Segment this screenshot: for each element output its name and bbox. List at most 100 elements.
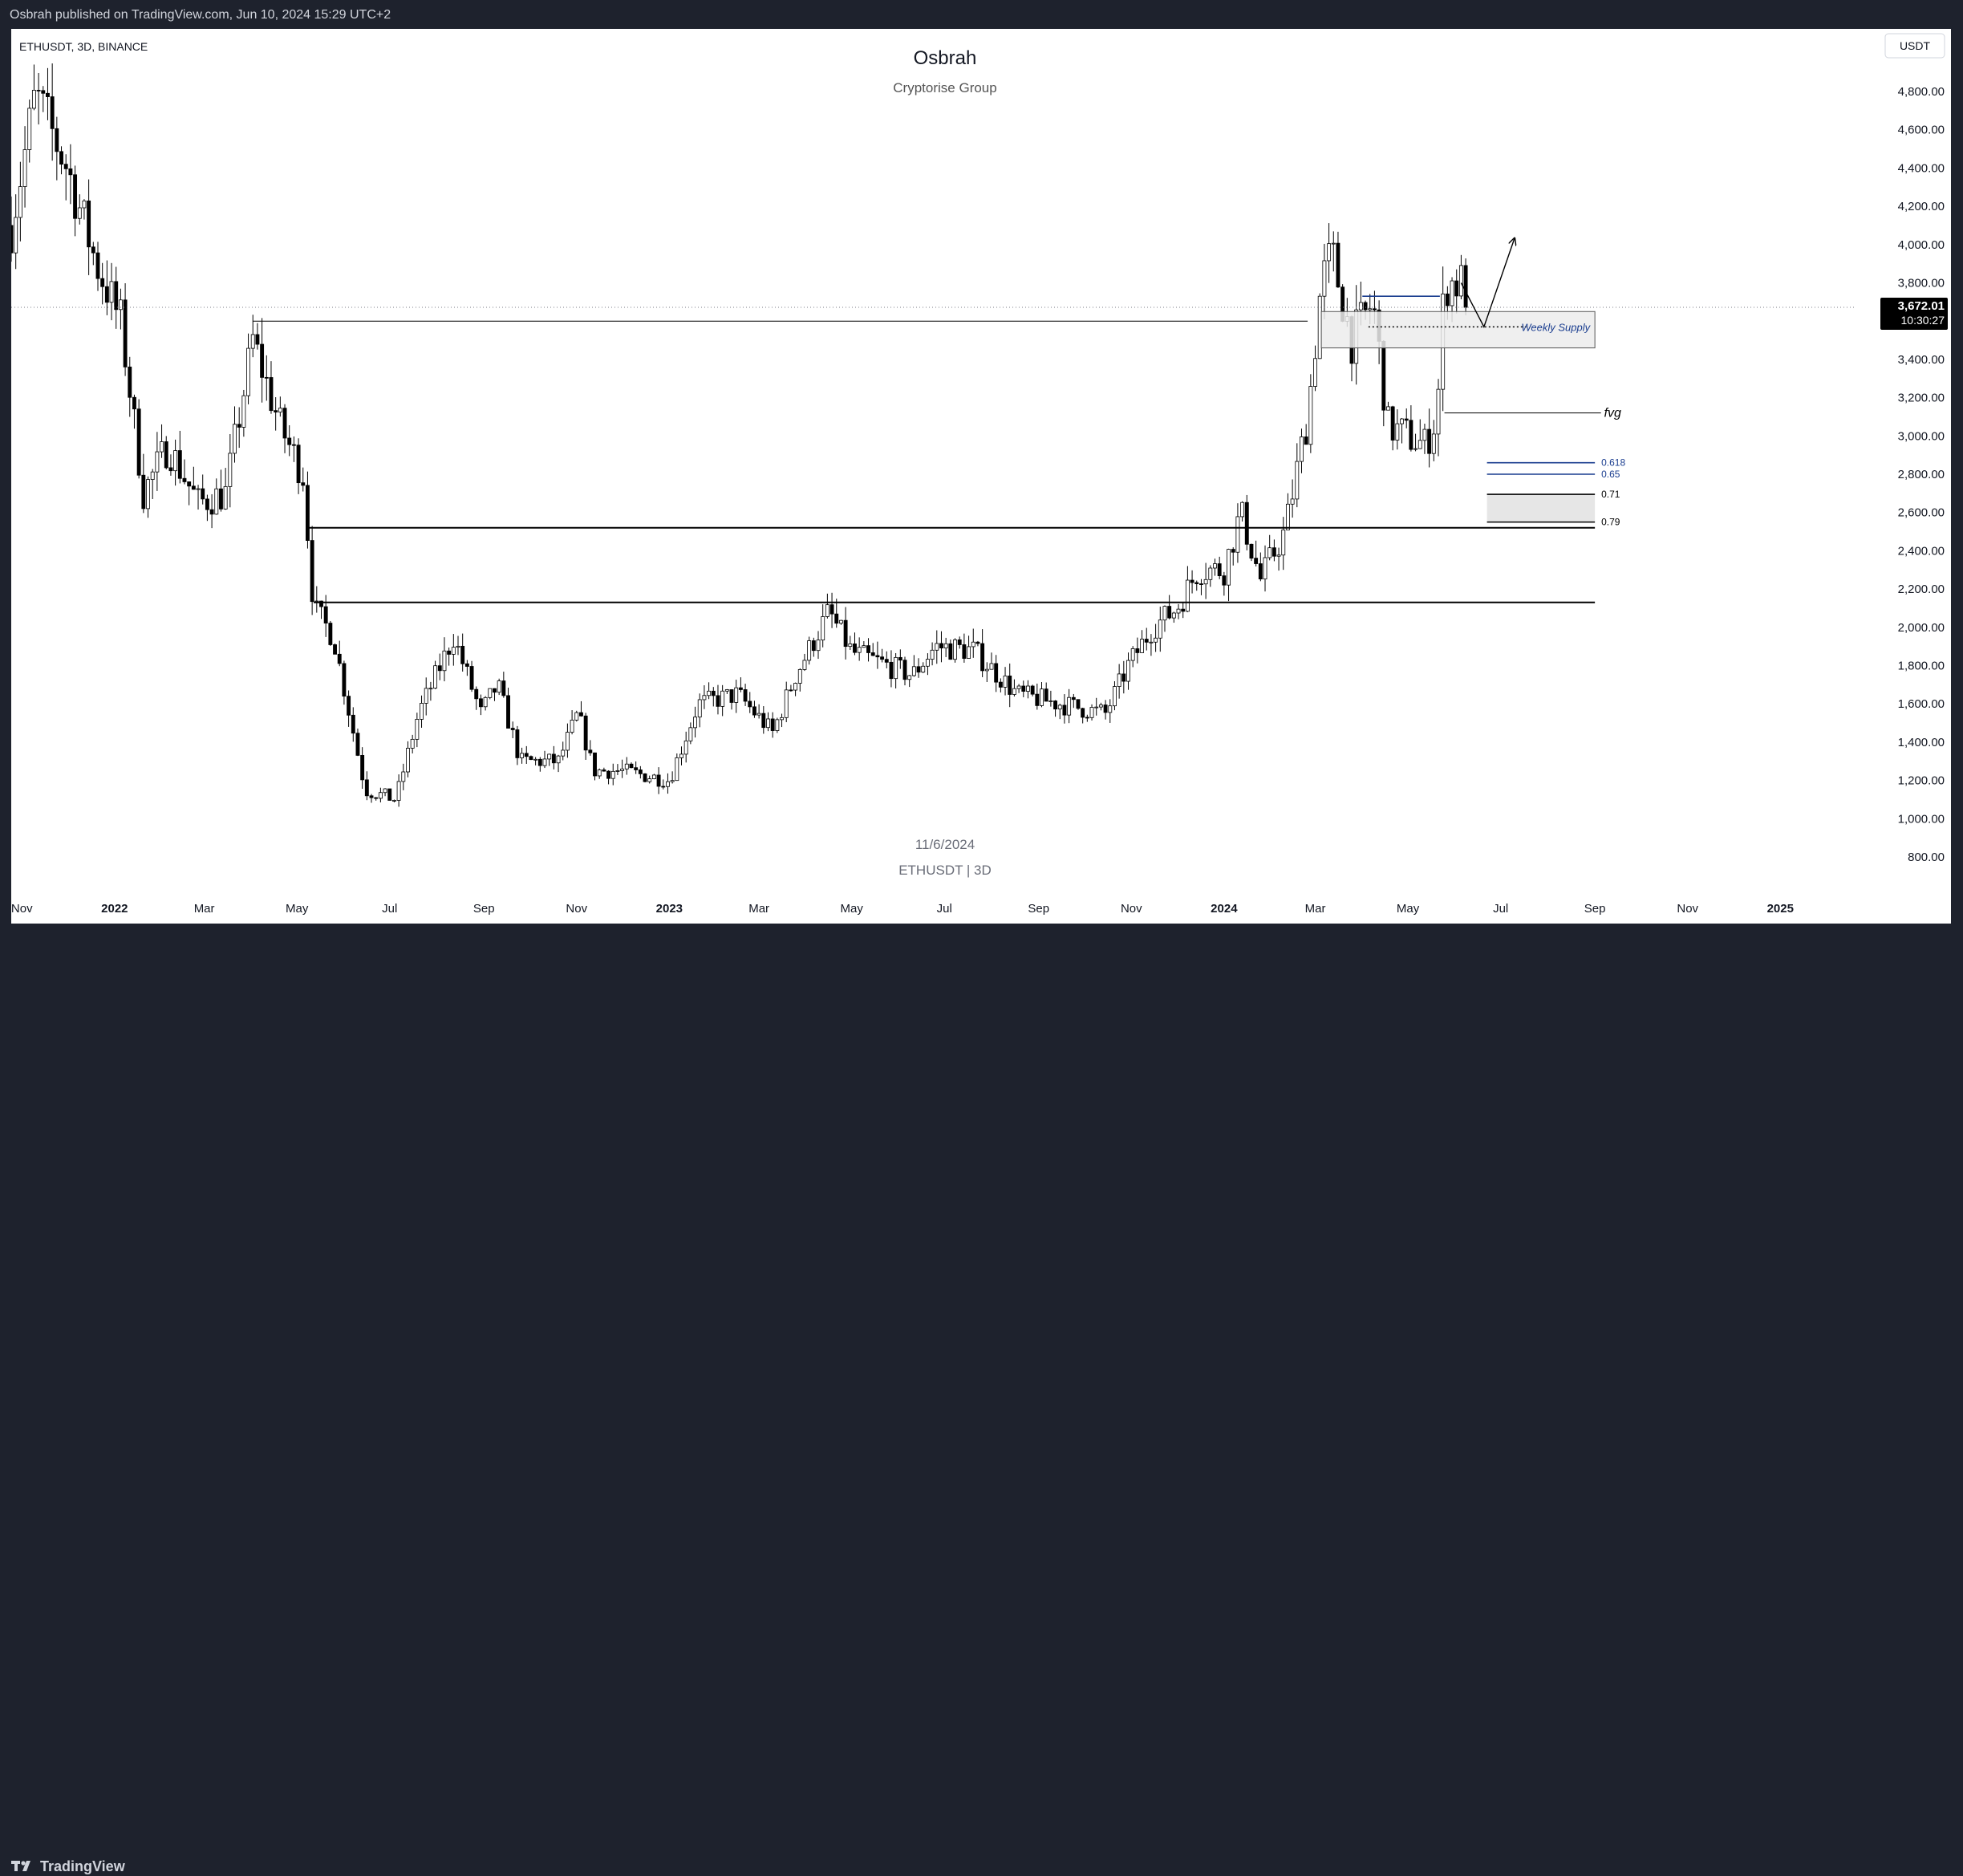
price-tick-label: 2,800.00 bbox=[1898, 468, 1945, 481]
time-tick-label: Jul bbox=[937, 902, 952, 916]
candle-body bbox=[683, 740, 688, 755]
candle-body bbox=[679, 753, 683, 758]
candle-body bbox=[811, 640, 816, 652]
candle-body bbox=[793, 683, 798, 691]
time-tick-label: May bbox=[286, 902, 309, 916]
footer-bar: TradingView bbox=[0, 924, 1963, 1874]
watermark-date: 11/6/2024 bbox=[915, 837, 975, 852]
candle-body bbox=[323, 606, 328, 623]
time-tick-label: May bbox=[1397, 902, 1420, 916]
candle-body bbox=[228, 453, 233, 487]
candle-body bbox=[1057, 705, 1062, 710]
candle-body bbox=[415, 719, 420, 740]
candle-body bbox=[497, 680, 501, 693]
price-tick-label: 4,400.00 bbox=[1898, 161, 1945, 175]
candle-body bbox=[1281, 529, 1286, 556]
candle-body bbox=[173, 450, 178, 472]
candle-body bbox=[177, 450, 182, 479]
candle-body bbox=[894, 656, 898, 680]
candle-body bbox=[87, 200, 91, 248]
candle-body bbox=[355, 733, 360, 756]
candle-body bbox=[1158, 619, 1162, 639]
candle-body bbox=[770, 718, 775, 731]
candle-body bbox=[1431, 433, 1436, 454]
candle-body bbox=[1162, 606, 1167, 621]
candle-body bbox=[1427, 428, 1432, 454]
candle-body bbox=[187, 481, 192, 487]
bar-countdown-label: 10:30:27 bbox=[1901, 314, 1945, 327]
candle-body bbox=[1458, 265, 1463, 297]
footer-brand-label: TradingView bbox=[40, 1858, 125, 1874]
candle-body bbox=[442, 650, 447, 672]
supply-zone bbox=[1320, 311, 1596, 349]
candle-body bbox=[18, 186, 22, 218]
candle-body bbox=[319, 600, 323, 607]
candle-body bbox=[1381, 340, 1386, 411]
candles-layer bbox=[9, 63, 1468, 807]
candle-body bbox=[420, 703, 424, 720]
candle-body bbox=[160, 441, 164, 453]
candle-body bbox=[1003, 676, 1008, 688]
candle-body bbox=[1130, 648, 1135, 661]
candle-body bbox=[738, 687, 743, 690]
chart-frame[interactable]: Weekly Supply 0.618 0.65 0.71 0.79 fvg 800.00… bbox=[9, 29, 1951, 924]
candle-body bbox=[360, 755, 365, 781]
candle-body bbox=[971, 641, 975, 648]
candle-body bbox=[1235, 516, 1240, 553]
candle-body bbox=[123, 299, 128, 367]
candle-body bbox=[1404, 418, 1409, 421]
candle-body bbox=[1304, 437, 1308, 445]
candle-body bbox=[843, 619, 848, 648]
candle-body bbox=[602, 769, 606, 772]
last-price-label: 3,672.01 bbox=[1898, 299, 1945, 313]
candle-body bbox=[136, 408, 141, 476]
tradingview-brand[interactable]: TradingView bbox=[11, 1857, 125, 1876]
candle-body bbox=[50, 96, 55, 129]
price-tick-label: 3,000.00 bbox=[1898, 429, 1945, 443]
candle-body bbox=[164, 441, 168, 469]
candle-body bbox=[1085, 717, 1089, 719]
candle-body bbox=[666, 781, 670, 787]
supply-zone-label: Weekly Supply bbox=[1521, 321, 1591, 333]
candle-body bbox=[1198, 583, 1203, 585]
candle-body bbox=[241, 395, 246, 428]
candle-body bbox=[547, 753, 552, 760]
candle-body bbox=[506, 695, 510, 729]
candle-body bbox=[1372, 308, 1377, 311]
candle-body bbox=[1240, 501, 1245, 518]
candle-body bbox=[911, 666, 916, 676]
candle-body bbox=[396, 781, 401, 801]
candle-body bbox=[556, 755, 561, 764]
time-tick-label: 2022 bbox=[101, 902, 128, 916]
time-tick-label: Sep bbox=[1584, 902, 1606, 916]
candle-body bbox=[1203, 579, 1208, 585]
candle-body bbox=[1445, 293, 1450, 307]
candle-body bbox=[638, 769, 643, 774]
candle-body bbox=[501, 680, 506, 696]
candle-body bbox=[948, 643, 953, 660]
candle-body bbox=[1016, 685, 1021, 689]
candle-body bbox=[775, 719, 780, 731]
author-title: Osbrah bbox=[914, 47, 977, 69]
candle-body bbox=[724, 689, 729, 692]
candle-body bbox=[274, 410, 278, 413]
price-tick-label: 3,800.00 bbox=[1898, 277, 1945, 290]
candle-body bbox=[364, 779, 369, 797]
candle-body bbox=[1117, 673, 1121, 687]
price-tick-label: 1,600.00 bbox=[1898, 697, 1945, 711]
candle-body bbox=[1331, 242, 1336, 245]
price-tick-label: 4,200.00 bbox=[1898, 200, 1945, 213]
candle-body bbox=[634, 767, 639, 770]
candle-body bbox=[91, 246, 95, 254]
currency-button[interactable] bbox=[1884, 33, 1945, 59]
candle-body bbox=[1094, 706, 1099, 709]
candle-body bbox=[82, 200, 87, 209]
candle-body bbox=[351, 714, 355, 734]
candle-body bbox=[1081, 708, 1085, 718]
candle-body bbox=[41, 90, 46, 94]
candle-body bbox=[1400, 418, 1404, 424]
candle-body bbox=[214, 488, 219, 515]
time-tick-label: 2025 bbox=[1767, 902, 1794, 916]
fib-level-label: 0.79 bbox=[1601, 517, 1620, 528]
